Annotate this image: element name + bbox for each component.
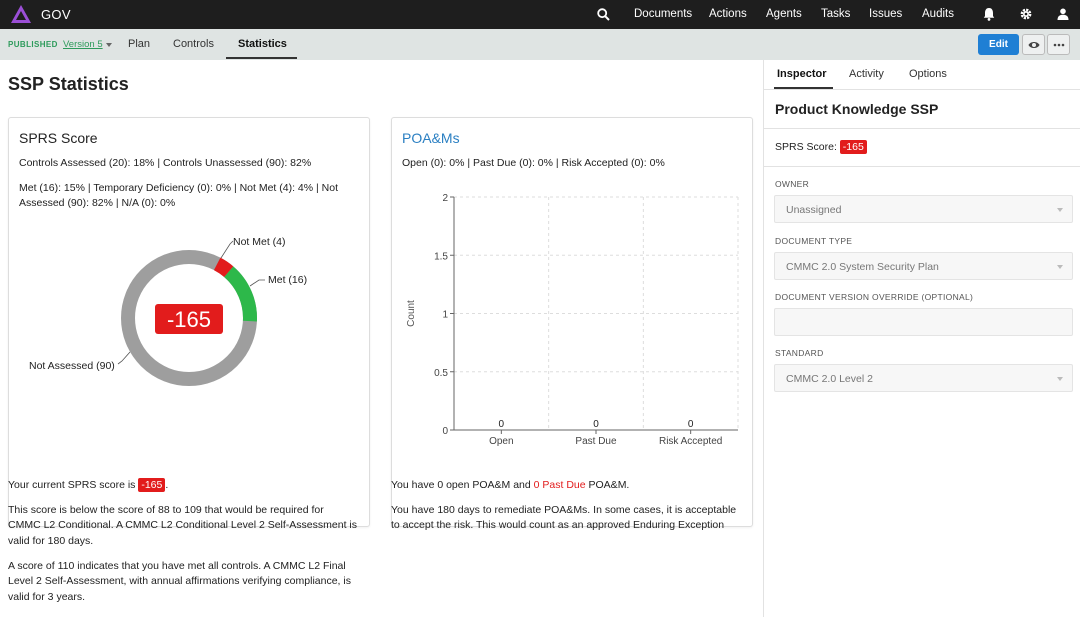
bar-value-label: 0: [499, 419, 505, 430]
x-tick-label: Past Due: [575, 436, 617, 447]
user-icon[interactable]: [1057, 8, 1069, 20]
donut-slice-met: [223, 266, 257, 322]
gear-icon[interactable]: [1020, 8, 1032, 20]
sprs-conditional-text-1: This score is below the score of 88 to 1…: [8, 504, 324, 516]
poams-card-title[interactable]: POA&Ms: [402, 130, 460, 146]
leader-line-met: [249, 279, 265, 287]
owner-select[interactable]: Unassigned: [774, 195, 1073, 223]
main-content: SSP Statistics SPRS Score Controls Asses…: [0, 60, 763, 617]
version-dropdown[interactable]: Version 5: [63, 39, 103, 50]
sprs-controls-summary: Controls Assessed (20): 18% | Controls U…: [19, 157, 312, 169]
document-type-select[interactable]: CMMC 2.0 System Security Plan: [774, 252, 1073, 280]
document-subbar: PUBLISHED Version 5 Plan Controls Statis…: [0, 29, 1080, 60]
sprs-final-text-1: A score of 110 indicates that you have m…: [8, 560, 346, 572]
version-override-label: DOCUMENT VERSION OVERRIDE (OPTIONAL): [775, 292, 974, 302]
y-tick-label: 0: [442, 426, 448, 437]
sprs-conditional-text-3: valid for 180 days.: [8, 535, 94, 547]
tab-options[interactable]: Options: [909, 68, 947, 80]
nav-actions[interactable]: Actions: [709, 8, 747, 20]
standard-select[interactable]: CMMC 2.0 Level 2: [774, 364, 1073, 392]
leader-line-not-assessed: [117, 351, 131, 365]
poams-remediate-text-2: to accept the risk. This would count as …: [391, 519, 725, 531]
bell-icon[interactable]: [983, 7, 995, 21]
poams-summary: Open (0): 0% | Past Due (0): 0% | Risk A…: [402, 157, 665, 169]
tab-controls[interactable]: Controls: [173, 38, 214, 50]
page-title: SSP Statistics: [8, 74, 129, 94]
version-override-input[interactable]: [774, 308, 1073, 336]
top-navbar: GOV Documents Actions Agents Tasks Issue…: [0, 0, 1080, 29]
chevron-down-icon: [1057, 377, 1063, 381]
nav-tasks[interactable]: Tasks: [821, 8, 851, 20]
score-badge: -165: [138, 478, 166, 492]
inspector-panel: Inspector Activity Options Product Knowl…: [763, 60, 1080, 617]
sprs-conditional-text-2: CMMC L2 Conditional. A CMMC L2 Condition…: [8, 519, 357, 531]
x-tick-label: Open: [489, 436, 513, 447]
ellipsis-icon: [1053, 43, 1065, 47]
nav-issues[interactable]: Issues: [869, 8, 903, 20]
preview-button[interactable]: [1022, 34, 1045, 55]
sprs-final-text-2: Level 2 Self-Assessment, with annual aff…: [8, 575, 351, 587]
tab-activity[interactable]: Activity: [849, 68, 884, 80]
poams-bar-chart: 0 0.5 1 1.5 2 Open 0 Past Due 0 Risk Accepted 0 Cou…: [406, 193, 739, 447]
y-tick-label: 1.5: [434, 251, 448, 262]
owner-label: OWNER: [775, 179, 810, 189]
chevron-down-icon: [1057, 208, 1063, 212]
donut-slice-not-met: [213, 257, 234, 278]
tab-plan[interactable]: Plan: [128, 38, 151, 50]
y-axis-label: Count: [406, 300, 417, 327]
document-type-label: DOCUMENT TYPE: [775, 236, 853, 246]
divider: [764, 89, 1080, 90]
x-tick-label: Risk Accepted: [659, 436, 722, 447]
sprs-score-card: SPRS Score Controls Assessed (20): 18% |…: [8, 117, 370, 527]
sprs-final-text-3: valid for 3 years.: [8, 591, 86, 603]
inspector-title: Product Knowledge SSP: [775, 101, 939, 117]
chevron-down-icon: [1057, 265, 1063, 269]
label-met: Met (16): [268, 274, 307, 286]
poams-card: POA&Ms Open (0): 0% | Past Due (0): 0% |…: [391, 117, 753, 527]
app-name[interactable]: GOV: [41, 7, 71, 22]
y-tick-label: 1: [442, 310, 448, 321]
active-tab-indicator: [226, 57, 297, 59]
search-icon[interactable]: [597, 8, 610, 21]
bar-value-label: 0: [593, 419, 599, 430]
sprs-card-title: SPRS Score: [19, 130, 98, 146]
past-due-count: 0 Past Due: [533, 479, 586, 491]
standard-label: STANDARD: [775, 348, 824, 358]
donut-center-score: -165: [167, 307, 211, 332]
nav-agents[interactable]: Agents: [766, 8, 802, 20]
divider: [764, 128, 1080, 129]
nav-documents[interactable]: Documents: [634, 8, 693, 20]
score-badge: -165: [839, 140, 867, 154]
inspector-sprs-score: SPRS Score: -165: [775, 140, 867, 154]
published-status: PUBLISHED: [8, 40, 58, 49]
tab-inspector[interactable]: Inspector: [777, 68, 827, 80]
edit-button[interactable]: Edit: [978, 34, 1019, 55]
nav-audits[interactable]: Audits: [922, 8, 954, 20]
y-tick-label: 2: [442, 193, 448, 204]
poams-open-text: You have 0 open POA&M and 0 Past Due POA…: [391, 479, 630, 491]
label-not-assessed: Not Assessed (90): [29, 360, 115, 372]
sprs-current-score-text: Your current SPRS score is -165.: [8, 478, 169, 492]
label-not-met: Not Met (4): [233, 236, 286, 248]
leader-line-not-met: [220, 240, 234, 259]
y-tick-label: 0.5: [434, 368, 448, 379]
sprs-status-summary-1: Met (16): 15% | Temporary Deficiency (0)…: [19, 182, 339, 194]
active-tab-indicator: [774, 87, 833, 89]
chevron-down-icon[interactable]: [106, 43, 112, 47]
more-options-button[interactable]: [1047, 34, 1070, 55]
poams-remediate-text-1: You have 180 days to remediate POA&Ms. I…: [391, 504, 737, 516]
sprs-donut-chart: Not Met (4) Met (16) Not Assessed (90) -…: [29, 236, 307, 386]
divider: [764, 166, 1080, 167]
tab-statistics[interactable]: Statistics: [238, 38, 287, 50]
bar-value-label: 0: [688, 419, 694, 430]
app-logo-icon[interactable]: [10, 4, 32, 24]
sprs-status-summary-2: Assessed (90): 82% | N/A (0): 0%: [19, 197, 176, 209]
eye-icon: [1028, 42, 1040, 48]
donut-center-badge: [155, 304, 223, 334]
